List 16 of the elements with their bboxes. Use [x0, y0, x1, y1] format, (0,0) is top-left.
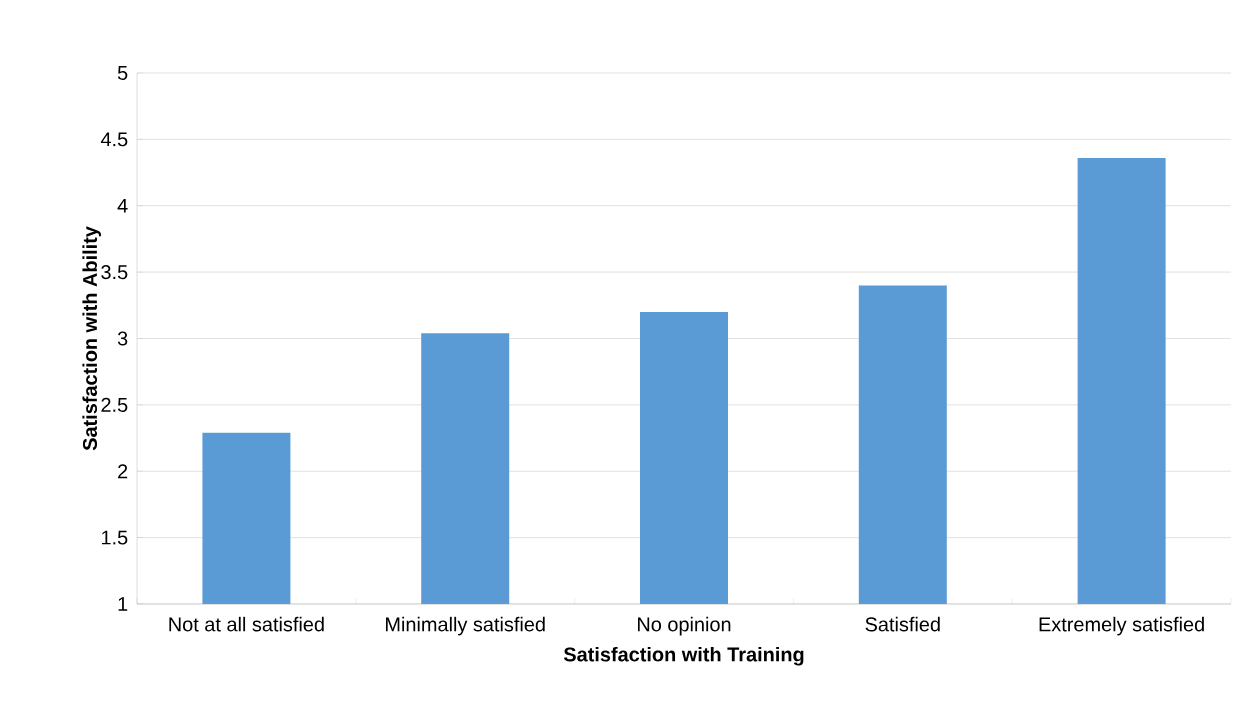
- x-tick-label: Minimally satisfied: [386, 616, 545, 636]
- y-tick-label: 2.5: [101, 397, 128, 412]
- y-tick-label: 2: [118, 464, 128, 479]
- x-tick-label: Extremely satisfied: [1039, 616, 1204, 636]
- x-tick-label: Not at all satisfied: [169, 616, 324, 632]
- x-tick-label: Satisfied: [865, 616, 940, 632]
- y-tick-label: 1: [118, 597, 128, 611]
- y-axis-title: Satisfaction with Ability: [82, 226, 101, 451]
- y-tick-label: 5: [117, 66, 128, 80]
- y-tick-label: 3: [117, 331, 128, 346]
- x-tick-label: No opinion: [638, 616, 731, 636]
- x-axis-title: Satisfaction with Training: [563, 646, 804, 666]
- y-tick-label: 1.5: [101, 530, 128, 545]
- y-tick-label: 4.5: [100, 132, 128, 147]
- y-tick-label: 3.5: [101, 265, 128, 280]
- y-tick-label: 4: [117, 198, 128, 213]
